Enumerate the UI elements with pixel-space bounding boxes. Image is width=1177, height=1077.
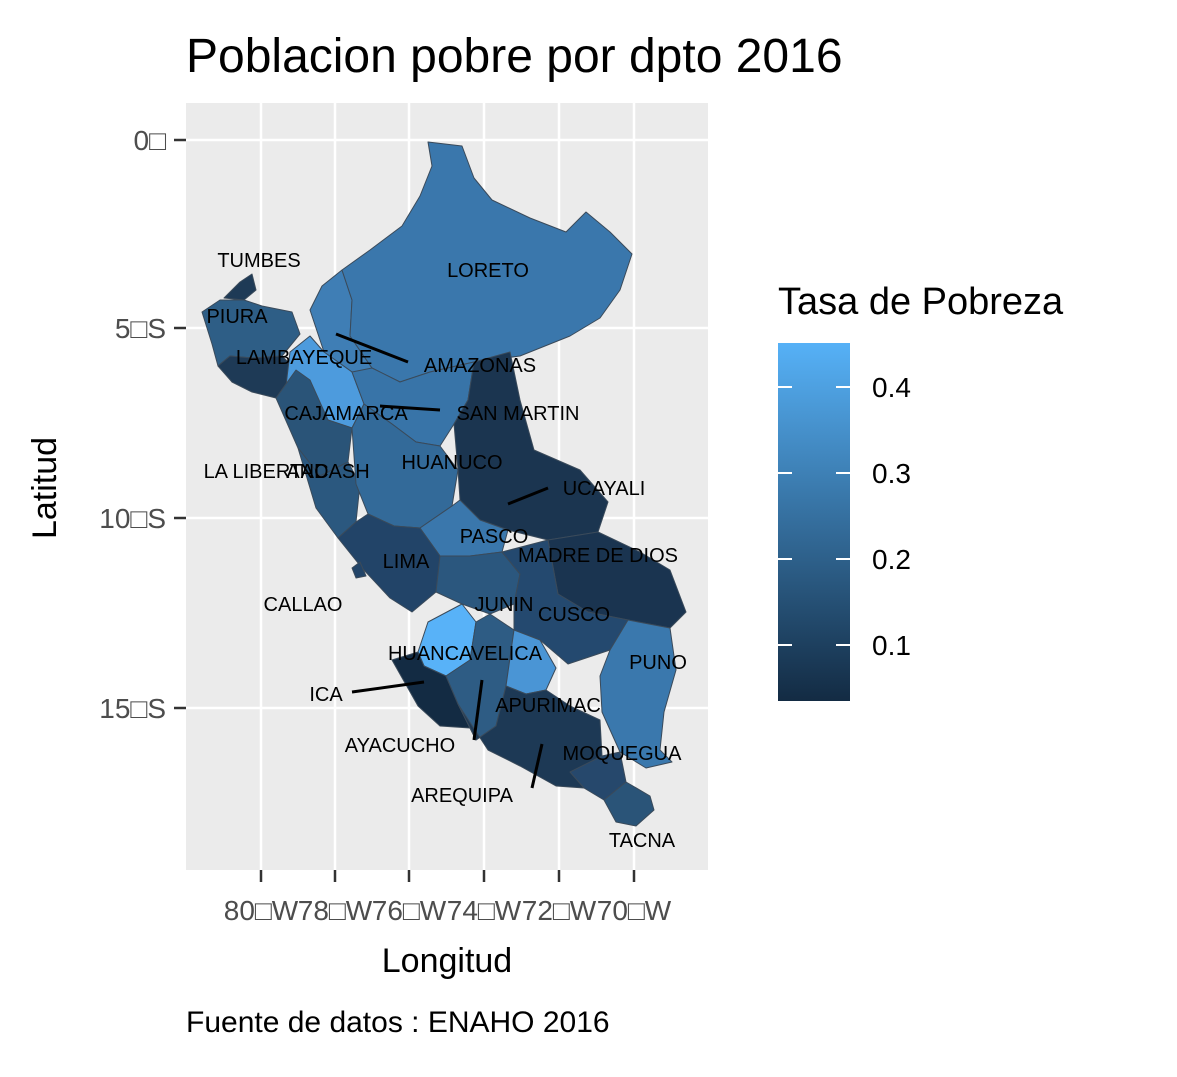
region-ancash — [297, 447, 361, 539]
axis-ticks — [174, 138, 636, 882]
caption: Fuente de datos : ENAHO 2016 — [186, 1006, 610, 1039]
legend-title: Tasa de Pobreza — [778, 281, 1064, 323]
y-tick-10s: 10□S — [99, 503, 166, 534]
label-cajamarca: CAJAMARCA — [284, 403, 408, 425]
x-tick-72w: 72□W — [522, 895, 597, 926]
x-tick-70w: 70□W — [597, 895, 672, 926]
legend-colorbar — [778, 343, 850, 701]
x-tick-74w: 74□W — [447, 895, 522, 926]
label-puno: PUNO — [629, 652, 687, 674]
label-junin: JUNIN — [475, 594, 534, 616]
legend-label-0-4: 0.4 — [872, 372, 911, 403]
label-ancash: ANCASH — [286, 461, 369, 483]
label-cusco: CUSCO — [538, 604, 610, 626]
legend-ticks — [778, 386, 850, 646]
region-callao — [351, 561, 367, 579]
y-tick-5s: 5□S — [115, 313, 166, 344]
label-tumbes: TUMBES — [217, 250, 300, 272]
leader-ucayali — [507, 486, 549, 506]
region-san-martin — [351, 361, 475, 447]
region-huanuco — [351, 403, 459, 529]
region-arequipa — [457, 685, 603, 789]
y-tick-labels: 0□ 5□S 10□S 15□S — [99, 125, 166, 724]
region-tacna — [603, 781, 655, 827]
y-axis-title: Latitud — [26, 437, 64, 539]
label-la-libertad: LA LIBERTAD — [204, 461, 329, 483]
region-cusco — [501, 539, 629, 665]
leader-ayacucho — [472, 679, 484, 741]
label-loreto: LORETO — [447, 260, 529, 282]
region-puno — [599, 619, 677, 769]
label-san-martin: SAN MARTIN — [457, 403, 580, 425]
label-lambayeque: LAMBAYEQUE — [236, 347, 372, 369]
x-tick-labels: 80□W 78□W 76□W 74□W 72□W 70□W — [224, 895, 672, 926]
leader-amazonas — [335, 332, 409, 364]
department-shapes — [201, 141, 687, 827]
leader-san-martin — [379, 404, 441, 412]
y-tick-15s: 15□S — [99, 693, 166, 724]
leader-arequipa — [530, 743, 544, 789]
x-tick-76w: 76□W — [372, 895, 447, 926]
legend-label-0-2: 0.2 — [872, 544, 911, 575]
label-ayacucho: AYACUCHO — [345, 735, 455, 757]
label-pasco: PASCO — [460, 526, 529, 548]
label-piura: PIURA — [206, 306, 268, 328]
region-piura — [201, 299, 301, 367]
x-tick-78w: 78□W — [298, 895, 373, 926]
label-huanuco: HUANUCO — [401, 452, 502, 474]
x-tick-80w: 80□W — [224, 895, 299, 926]
label-ica: ICA — [309, 684, 343, 706]
label-tacna: TACNA — [609, 830, 676, 852]
label-callao: CALLAO — [264, 594, 343, 616]
label-huancavelica: HUANCAVELICA — [388, 643, 543, 665]
label-madre-de-dios: MADRE DE DIOS — [518, 545, 678, 567]
label-lima: LIMA — [383, 551, 430, 573]
label-moquegua: MOQUEGUA — [563, 743, 683, 765]
leader-ica — [351, 680, 425, 694]
legend-label-0-3: 0.3 — [872, 458, 911, 489]
label-apurimac: APURIMAC — [495, 695, 601, 717]
y-tick-0: 0□ — [134, 125, 167, 156]
label-arequipa: AREQUIPA — [411, 785, 514, 807]
label-ucayali: UCAYALI — [563, 478, 646, 500]
x-axis-title: Longitud — [382, 942, 512, 980]
legend-label-0-1: 0.1 — [872, 630, 911, 661]
legend: Tasa de Pobreza 0.4 0.3 0.2 0.1 — [778, 281, 1064, 701]
label-leader-lines — [335, 332, 549, 789]
label-amazonas: AMAZONAS — [424, 355, 536, 377]
department-labels: TUMBES PIURA LAMBAYEQUE AMAZONAS LORETO … — [204, 250, 687, 852]
map-title: Poblacion pobre por dpto 2016 — [186, 30, 843, 83]
